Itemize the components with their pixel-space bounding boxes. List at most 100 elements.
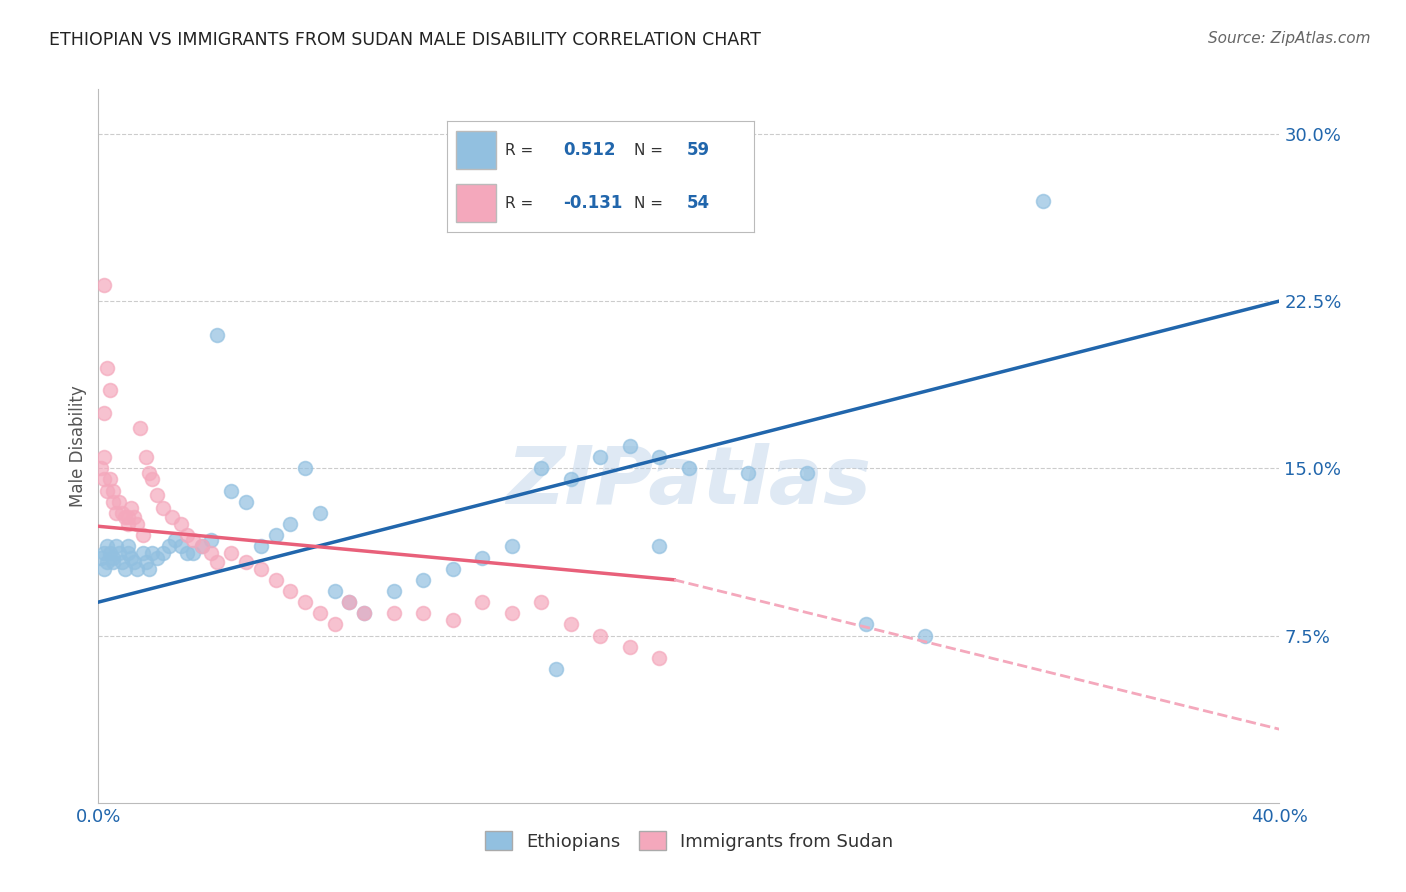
Point — [501, 539, 523, 553]
Point — [250, 539, 273, 553]
Point — [135, 450, 157, 464]
Point — [146, 488, 169, 502]
Point — [103, 494, 125, 508]
Point — [117, 539, 139, 553]
Point — [138, 466, 160, 480]
Point — [114, 510, 136, 524]
Point — [353, 607, 375, 621]
Point — [122, 510, 145, 524]
Point — [98, 546, 121, 560]
Point — [103, 555, 125, 569]
Point — [221, 546, 243, 560]
Legend: Ethiopians, Immigrants from Sudan: Ethiopians, Immigrants from Sudan — [478, 824, 900, 858]
Point — [120, 550, 142, 565]
Point — [138, 562, 160, 576]
Point — [90, 461, 112, 475]
Point — [235, 555, 257, 569]
Point — [96, 555, 118, 569]
Point — [93, 405, 115, 419]
Point — [205, 327, 228, 342]
Y-axis label: Male Disability: Male Disability — [69, 385, 87, 507]
Point — [170, 516, 193, 531]
Point — [96, 360, 118, 375]
Point — [264, 573, 287, 587]
Point — [250, 562, 273, 576]
Point — [309, 607, 332, 621]
Point — [737, 466, 759, 480]
Point — [560, 473, 582, 487]
Point — [117, 546, 139, 560]
Point — [96, 483, 118, 498]
Point — [152, 546, 174, 560]
Point — [128, 421, 150, 435]
Point — [648, 651, 671, 665]
Point — [135, 555, 157, 569]
Text: ETHIOPIAN VS IMMIGRANTS FROM SUDAN MALE DISABILITY CORRELATION CHART: ETHIOPIAN VS IMMIGRANTS FROM SUDAN MALE … — [49, 31, 761, 49]
Point — [1032, 194, 1054, 208]
Point — [181, 533, 204, 547]
Point — [181, 546, 204, 560]
Point — [200, 533, 222, 547]
Point — [105, 539, 128, 553]
Point — [93, 562, 115, 576]
Point — [125, 562, 148, 576]
Point — [120, 501, 142, 516]
Point — [546, 662, 568, 676]
Point — [530, 595, 553, 609]
Point — [678, 461, 700, 475]
Point — [309, 506, 332, 520]
Point — [294, 461, 316, 475]
Point — [264, 528, 287, 542]
Point — [530, 461, 553, 475]
Point — [93, 278, 115, 293]
Point — [108, 546, 131, 560]
Point — [103, 550, 125, 565]
Point — [382, 607, 405, 621]
Point — [200, 546, 222, 560]
Point — [170, 539, 193, 553]
Point — [412, 607, 434, 621]
Point — [122, 555, 145, 569]
Point — [114, 562, 136, 576]
Point — [441, 562, 464, 576]
Point — [353, 607, 375, 621]
Text: Source: ZipAtlas.com: Source: ZipAtlas.com — [1208, 31, 1371, 46]
Point — [589, 450, 612, 464]
Point — [93, 546, 115, 560]
Point — [98, 473, 121, 487]
Point — [111, 555, 134, 569]
Point — [146, 550, 169, 565]
Point — [280, 516, 302, 531]
Point — [132, 546, 155, 560]
Point — [412, 573, 434, 587]
Point — [141, 546, 163, 560]
Point — [648, 539, 671, 553]
Point — [90, 550, 112, 565]
Point — [294, 595, 316, 609]
Point — [105, 506, 128, 520]
Point — [108, 494, 131, 508]
Point — [165, 533, 187, 547]
Point — [117, 516, 139, 531]
Point — [235, 494, 257, 508]
Point — [855, 617, 877, 632]
Point — [441, 613, 464, 627]
Point — [152, 501, 174, 516]
Point — [93, 473, 115, 487]
Point — [914, 628, 936, 642]
Point — [471, 550, 494, 565]
Point — [176, 528, 198, 542]
Point — [191, 539, 214, 553]
Point — [382, 583, 405, 598]
Point — [221, 483, 243, 498]
Point — [162, 510, 183, 524]
Point — [93, 450, 115, 464]
Point — [323, 583, 346, 598]
Point — [501, 607, 523, 621]
Point — [191, 539, 214, 553]
Point — [205, 555, 228, 569]
Point — [280, 583, 302, 598]
Point — [619, 439, 641, 453]
Point — [96, 539, 118, 553]
Point — [111, 506, 134, 520]
